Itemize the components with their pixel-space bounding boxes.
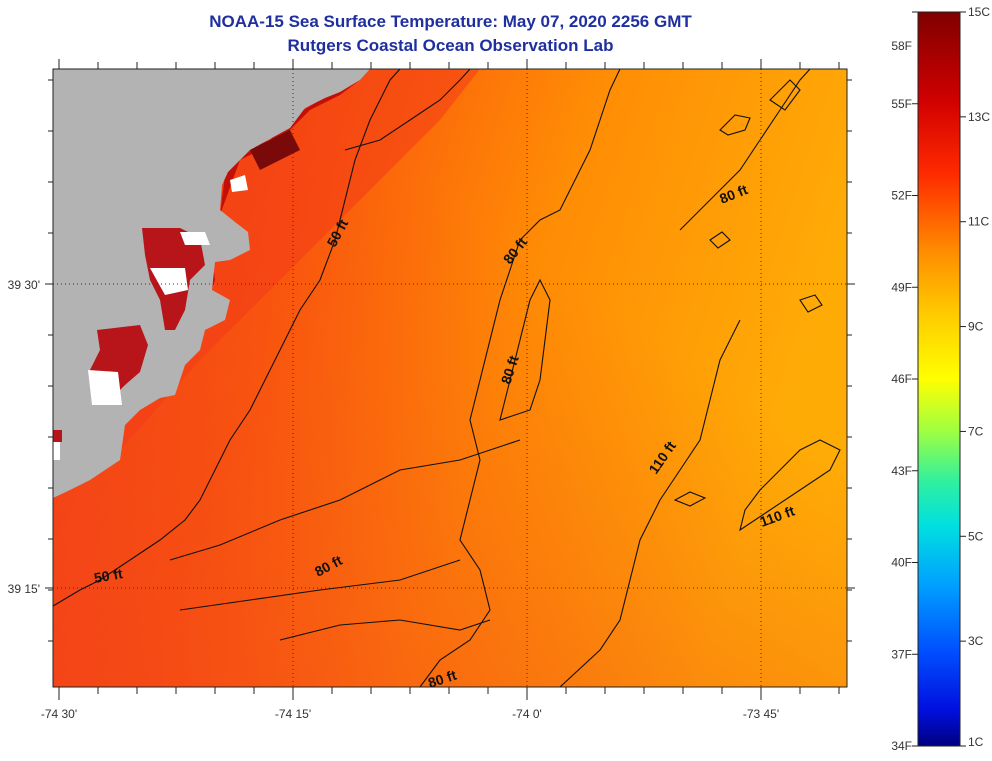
contour-110ft-west xyxy=(559,319,741,687)
colorbar-celsius-label: 11C xyxy=(968,215,989,229)
map-frame xyxy=(52,68,848,688)
contour-110ft-east xyxy=(739,439,841,532)
colorbar-fahrenheit-label: 58F xyxy=(891,39,912,53)
contour-80ft-east xyxy=(679,69,811,231)
contour-shoal-e xyxy=(709,231,731,249)
minor-ticks xyxy=(48,62,852,694)
south-bay-white xyxy=(88,370,122,405)
colorbar-fahrenheit-label: 49F xyxy=(891,280,912,294)
contour-shoal-ne xyxy=(719,114,751,136)
colorbar-celsius-label: 13C xyxy=(968,110,990,124)
edge-patch xyxy=(53,430,62,442)
contour-80ft-middle xyxy=(419,69,621,687)
y-tick-label: 39 15' xyxy=(8,582,40,596)
contour-80ft-island xyxy=(499,278,551,421)
graticule xyxy=(53,69,847,687)
edge-white xyxy=(53,442,60,460)
colorbar-celsius-label: 9C xyxy=(968,320,984,334)
contour-50ft xyxy=(53,69,401,607)
colorbar-celsius-label: 1C xyxy=(968,735,984,749)
x-tick-label: -74 30' xyxy=(41,707,77,721)
sst-map: 50 ft 50 ft 80 ft 80 ft 80 ft 80 ft 80 f… xyxy=(53,69,847,687)
colorbar xyxy=(917,11,961,747)
coast-white-gap xyxy=(230,175,248,192)
y-tick-label: 39 30' xyxy=(8,278,40,292)
contour-label: 50 ft xyxy=(93,565,124,586)
colorbar-celsius-label: 3C xyxy=(968,634,984,648)
colorbar-celsius-labels: 15C 13C 11C 9C 7C 5C 3C 1C xyxy=(968,5,990,749)
map-title: NOAA-15 Sea Surface Temperature: May 07,… xyxy=(209,12,692,31)
colorbar-fahrenheit-label: 34F xyxy=(891,739,912,753)
land-mass xyxy=(53,69,370,498)
contour-shoal-ne2 xyxy=(769,79,801,111)
x-tick-label: -74 0' xyxy=(512,707,542,721)
colorbar-ticks xyxy=(912,11,966,747)
bay-white-gap-north xyxy=(180,232,210,245)
contour-50ft-north xyxy=(344,69,471,151)
colorbar-fahrenheit-label: 46F xyxy=(891,372,912,386)
colorbar-celsius-label: 5C xyxy=(968,529,984,543)
map-subtitle: Rutgers Coastal Ocean Observation Lab xyxy=(287,36,614,55)
colorbar-fahrenheit-label: 37F xyxy=(891,647,912,661)
x-tick-label: -74 15' xyxy=(275,707,311,721)
contour-shoal-se xyxy=(673,491,707,507)
colorbar-fahrenheit-label: 40F xyxy=(891,556,912,570)
bathymetry-contours xyxy=(53,69,841,687)
darkest-coastal-patch xyxy=(250,130,300,170)
colorbar-celsius-label: 15C xyxy=(968,5,990,19)
bay-white-gap xyxy=(150,268,188,295)
x-tick-label: -73 45' xyxy=(743,707,779,721)
contour-80ft-south xyxy=(169,439,521,561)
contour-80ft-lower xyxy=(179,559,461,611)
contour-shoal-e2 xyxy=(799,294,823,313)
contour-80ft-bottom xyxy=(279,619,491,641)
colorbar-celsius-label: 7C xyxy=(968,424,984,438)
colorbar-fahrenheit-label: 52F xyxy=(891,189,912,203)
colorbar-fahrenheit-label: 55F xyxy=(891,97,912,111)
colorbar-fahrenheit-label: 43F xyxy=(891,464,912,478)
colorbar-fahrenheit-labels: 58F 55F 52F 49F 46F 43F 40F 37F 34F xyxy=(891,39,912,753)
hot-coastal-water xyxy=(220,69,370,215)
